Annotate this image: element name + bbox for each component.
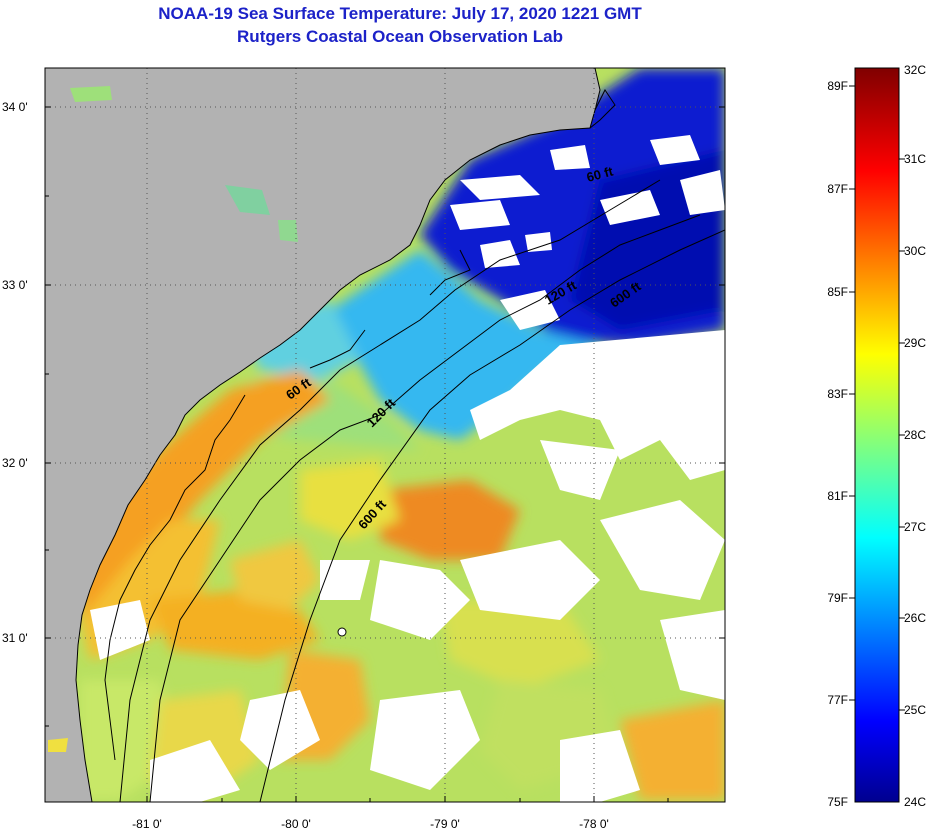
colorbar-fahrenheit-label: 79F — [827, 591, 848, 605]
colorbar-celsius-label: 24C — [904, 795, 926, 809]
lon-label: -80 0' — [281, 817, 311, 831]
lon-label: -78 0' — [579, 817, 609, 831]
coastline-detail — [104, 89, 616, 761]
land-mass — [45, 68, 601, 802]
colorbar-fahrenheit-label: 85F — [827, 285, 848, 299]
colorbar-celsius-label: 28C — [904, 428, 926, 442]
isobath-lines — [119, 179, 725, 802]
lat-label: 32 0' — [2, 456, 28, 470]
axis-ticks — [45, 106, 725, 802]
colorbar-celsius-label: 26C — [904, 611, 926, 625]
map-area — [45, 68, 725, 802]
map-frame — [44, 67, 726, 803]
lat-label: 33 0' — [2, 278, 28, 292]
lon-label: -81 0' — [132, 817, 162, 831]
colorbar-celsius-label: 29C — [904, 336, 926, 350]
temperature-colorbar: 32C 31C 30C 29C 28C 27C 26C 25C 24C 89F … — [827, 63, 926, 809]
colorbar-fahrenheit-label: 89F — [827, 79, 848, 93]
lon-label: -79 0' — [430, 817, 460, 831]
sst-field — [80, 68, 725, 800]
colorbar-fahrenheit-label: 75F — [827, 795, 848, 809]
colorbar-celsius-label: 31C — [904, 152, 926, 166]
lat-label: 34 0' — [2, 100, 28, 114]
map-subtitle: Rutgers Coastal Ocean Observation Lab — [237, 27, 563, 46]
isobath-label: 60 ft — [585, 163, 615, 185]
colorbar-gradient — [854, 67, 900, 803]
colorbar-celsius-label: 30C — [904, 244, 926, 258]
graticule — [45, 68, 725, 802]
lat-label: 31 0' — [2, 631, 28, 645]
colorbar-fahrenheit-label: 77F — [827, 693, 848, 707]
colorbar-celsius-label: 32C — [904, 63, 926, 77]
cloud-cover — [90, 135, 725, 802]
map-title: NOAA-19 Sea Surface Temperature: July 17… — [158, 4, 642, 23]
colorbar-fahrenheit-label: 83F — [827, 387, 848, 401]
colorbar-fahrenheit-label: 81F — [827, 489, 848, 503]
colorbar-ticks — [849, 85, 905, 711]
colorbar-fahrenheit-label: 87F — [827, 182, 848, 196]
colorbar-celsius-label: 25C — [904, 703, 926, 717]
colorbar-celsius-label: 27C — [904, 520, 926, 534]
